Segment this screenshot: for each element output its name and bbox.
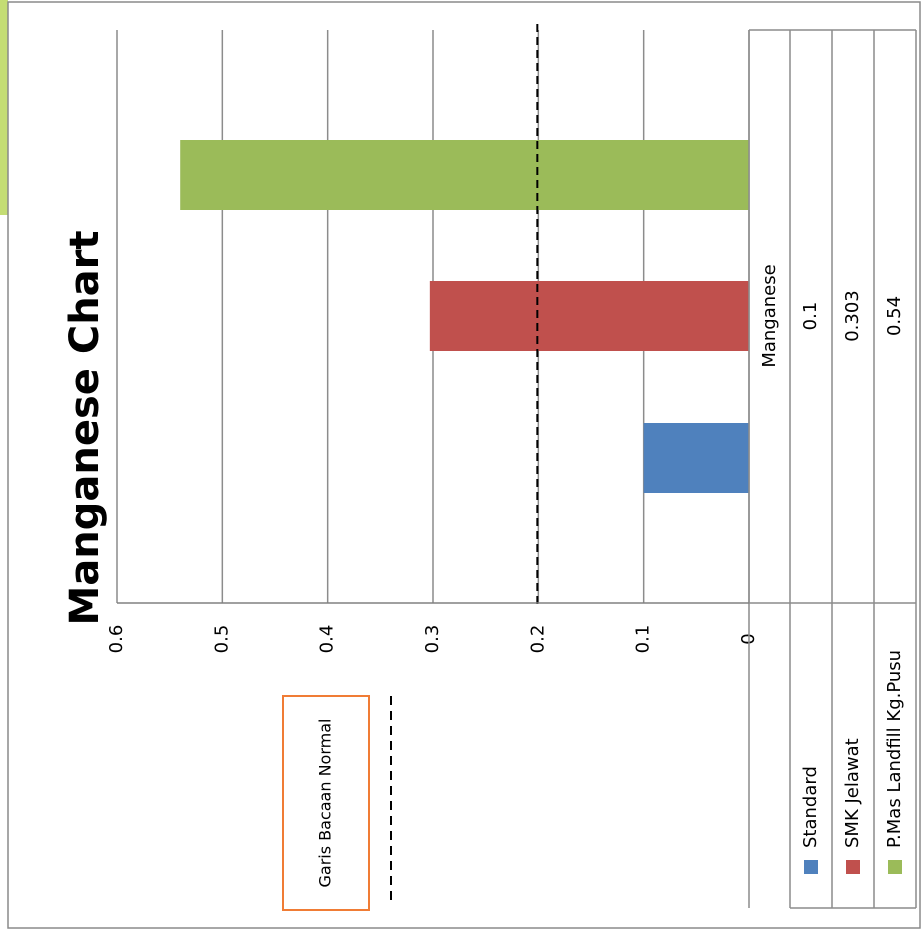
left-accent-strip	[0, 0, 8, 215]
tick-label: 0.2	[527, 625, 548, 654]
bar-standard	[643, 423, 749, 493]
data-table: Manganese Standard 0.1 SMK Jelawat 0.303 P.Ma…	[748, 29, 917, 909]
table-category-label: Manganese	[759, 264, 780, 367]
table-value: 0.54	[884, 296, 905, 336]
chart-border	[7, 1, 921, 929]
table-value: 0.1	[800, 302, 821, 331]
bar-p-mas-landfill-kg-pusu	[180, 140, 749, 210]
value-axis-ticks: 00.10.20.30.40.50.6	[106, 625, 759, 654]
legend-swatch	[804, 860, 818, 874]
legend-label: P.Mas Landfill Kg.Pusu	[884, 650, 905, 848]
bars	[180, 140, 749, 493]
tick-label: 0.1	[633, 625, 654, 654]
tick-label: 0.3	[422, 625, 443, 654]
tick-label: 0.4	[317, 625, 338, 654]
table-value: 0.303	[842, 290, 863, 342]
legend-swatch	[888, 860, 902, 874]
bar-smk-jelawat	[429, 281, 749, 351]
legend-label: SMK Jelawat	[842, 738, 863, 848]
legend-swatch	[846, 860, 860, 874]
legend-label: Standard	[800, 766, 821, 848]
tick-label: 0.6	[106, 625, 127, 654]
reference-note-label: Garis Bacaan Normal	[316, 719, 335, 888]
tick-label: 0.5	[211, 625, 232, 654]
reference-note-box	[282, 695, 370, 911]
chart-title: Manganese Chart	[62, 230, 108, 625]
